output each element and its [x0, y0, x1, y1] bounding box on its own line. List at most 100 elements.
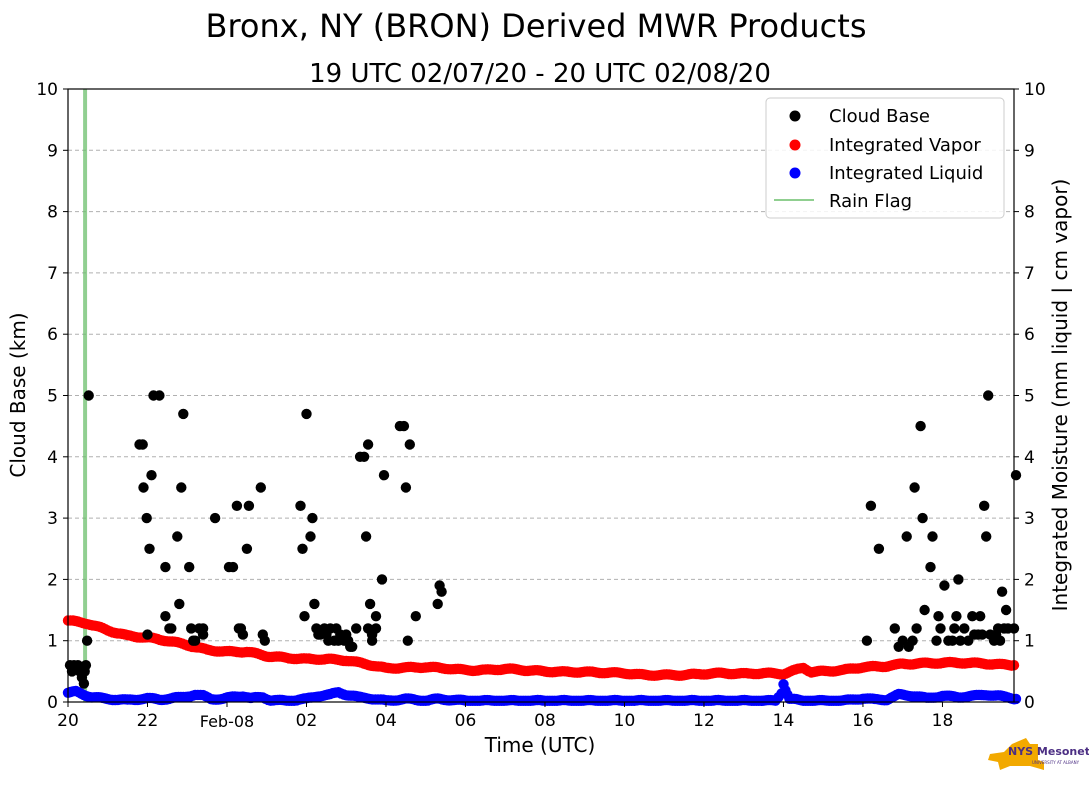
y-tick-label-right: 8: [1024, 203, 1035, 223]
y-tick-label-left: 9: [47, 141, 58, 161]
data-point: [927, 531, 938, 542]
data-point: [398, 420, 410, 432]
y-tick-label-left: 1: [47, 632, 58, 652]
data-point: [295, 500, 306, 511]
x-tick-label: 10: [614, 711, 636, 731]
y-axis-label-left: Cloud Base (km): [6, 312, 30, 477]
data-point: [366, 635, 378, 646]
chart-subtitle: 19 UTC 02/07/20 - 20 UTC 02/08/20: [309, 59, 771, 89]
data-point: [243, 500, 255, 511]
series-integrated-vapor: [62, 615, 1020, 681]
data-point: [301, 408, 312, 420]
y-tick-label-right: 4: [1024, 448, 1035, 468]
y-tick-label-right: 10: [1024, 80, 1046, 100]
data-point: [861, 635, 873, 646]
x-tick-label: 22: [137, 711, 159, 731]
data-point: [137, 439, 148, 450]
data-point: [141, 512, 152, 524]
y-tick-label-left: 2: [47, 570, 58, 590]
data-point: [299, 611, 310, 622]
data-point: [358, 451, 370, 462]
logo-text: NYS Mesonet: [1008, 745, 1089, 758]
data-point: [370, 623, 382, 634]
data-point: [174, 598, 185, 610]
data-point: [197, 623, 209, 634]
data-point: [410, 611, 421, 622]
y-tick-label-right: 9: [1024, 141, 1035, 161]
data-point: [154, 390, 165, 401]
x-tick-label: 18: [932, 711, 954, 731]
data-point: [83, 390, 94, 401]
data-point: [146, 470, 157, 481]
data-point: [981, 531, 992, 542]
x-tick-label: 06: [455, 711, 477, 731]
data-point: [953, 574, 964, 585]
data-point: [370, 611, 382, 622]
data-point: [297, 543, 308, 554]
legend-label-rain-flag: Rain Flag: [829, 191, 912, 212]
x-tick-label: 20: [57, 711, 79, 731]
data-point: [360, 531, 372, 542]
legend-label-integrated-vapor: Integrated Vapor: [829, 135, 981, 156]
legend-marker-cloud-base: [789, 110, 801, 122]
y-tick-label-left: 8: [47, 203, 58, 223]
data-point: [436, 586, 447, 597]
y-tick-label-left: 3: [47, 509, 58, 529]
data-point: [209, 512, 221, 524]
data-point: [142, 629, 153, 640]
y-tick-label-right: 1: [1024, 632, 1035, 652]
nys-mesonet-logo: NYS Mesonet UNIVERSITY AT ALBANY: [988, 738, 1089, 770]
data-point: [865, 500, 877, 511]
data-point: [237, 629, 249, 640]
data-point: [933, 611, 944, 622]
data-point: [255, 482, 266, 493]
data-point: [347, 641, 358, 652]
y-tick-label-left: 6: [47, 325, 58, 345]
data-point: [172, 531, 183, 542]
logo-subtext: UNIVERSITY AT ALBANY: [1032, 760, 1080, 765]
data-point: [160, 611, 171, 622]
legend-label-cloud-base: Cloud Base: [829, 106, 930, 127]
legend-marker-integrated-liquid: [789, 167, 801, 179]
data-point: [1010, 470, 1022, 481]
data-point: [362, 439, 374, 450]
x-tick-label: 16: [852, 711, 874, 731]
data-point: [917, 512, 928, 524]
y-tick-label-right: 7: [1024, 264, 1035, 284]
chart-title: Bronx, NY (BRON) Derived MWR Products: [206, 7, 867, 45]
data-point: [241, 543, 253, 554]
data-point: [400, 482, 412, 493]
data-point: [996, 586, 1008, 597]
data-point: [81, 635, 93, 646]
y-tick-label-left: 7: [47, 264, 58, 284]
data-point: [907, 635, 918, 646]
data-point: [949, 623, 960, 634]
x-tick-label: 14: [773, 711, 795, 731]
data-point: [186, 623, 197, 634]
legend-box: [765, 97, 1005, 219]
series-cloud-base: [64, 390, 1022, 689]
data-point: [184, 561, 195, 573]
data-point: [305, 531, 316, 542]
data-point: [935, 623, 946, 634]
x-tick-label: 04: [375, 711, 397, 731]
data-point: [160, 561, 171, 573]
y-tick-label-left: 5: [47, 387, 58, 407]
data-point: [977, 629, 988, 640]
data-point: [190, 635, 201, 646]
x-tick-label: 12: [693, 711, 715, 731]
x-tick-label: 08: [534, 711, 556, 731]
data-point: [404, 439, 415, 450]
data-point: [227, 561, 239, 573]
x-axis-label: Time (UTC): [484, 733, 596, 757]
y-tick-label-right: 5: [1024, 387, 1035, 407]
data-point: [955, 635, 966, 646]
x-tick-label: Feb-08: [200, 712, 254, 731]
data-point: [931, 635, 942, 646]
data-point: [78, 678, 90, 689]
data-point: [432, 598, 443, 610]
data-point: [309, 598, 320, 610]
data-point: [975, 611, 986, 622]
